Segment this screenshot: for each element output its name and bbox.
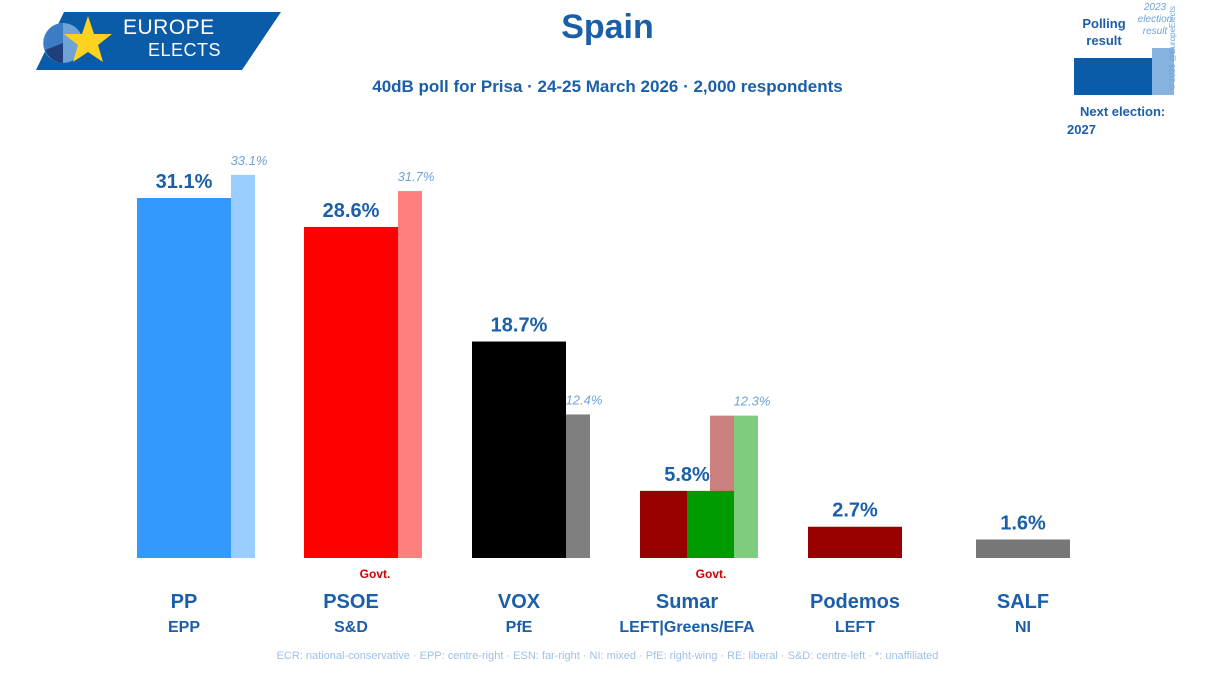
bar-previous-psoe: [398, 191, 422, 558]
group-label-salf: NI: [1015, 619, 1031, 636]
group-label-pp: EPP: [168, 619, 200, 636]
label-polling-pp: 31.1%: [156, 171, 213, 193]
chart-subtitle: 40dB poll for Prisa · 24-25 March 2026 ·…: [372, 77, 843, 96]
legend-previous-label: 2023 election result: [1137, 2, 1173, 37]
bar-polling-pp: [137, 198, 231, 558]
bar-polling-vox: [472, 341, 566, 558]
group-label-podemos: LEFT: [835, 619, 875, 636]
label-polling-vox: 18.7%: [491, 315, 548, 337]
legend-previous-swatch: [1152, 48, 1174, 95]
label-polling-psoe: 28.6%: [323, 200, 380, 222]
category-label-salf: SALF: [997, 591, 1049, 613]
bar-polling-sumar-a: [640, 490, 687, 558]
bar-previous-sumar-b: [734, 415, 758, 558]
chart-title: Spain: [561, 8, 654, 46]
govt-marker-sumar: Govt.: [696, 567, 727, 581]
bar-previous-vox: [566, 414, 590, 558]
logo-text-elects: ELECTS: [148, 40, 222, 60]
group-label-sumar: LEFT|Greens/EFA: [619, 619, 755, 636]
label-polling-podemos: 2.7%: [832, 500, 878, 522]
category-label-podemos: Podemos: [810, 591, 900, 613]
govt-marker-psoe: Govt.: [360, 567, 391, 581]
category-label-sumar: Sumar: [656, 591, 718, 613]
category-label-pp: PP: [171, 591, 198, 613]
next-election-label: Next election:: [1080, 104, 1166, 119]
label-polling-salf: 1.6%: [1000, 512, 1046, 534]
bar-polling-sumar-b: [687, 490, 734, 558]
label-previous-sumar: 12.3%: [734, 394, 771, 409]
bar-polling-psoe: [304, 226, 398, 558]
category-label-psoe: PSOE: [323, 591, 379, 613]
legend-polling-label: Polling result: [1082, 16, 1126, 48]
group-label-psoe: S&D: [334, 619, 368, 636]
next-election-year: 2027: [1067, 122, 1096, 137]
label-polling-sumar: 5.8%: [664, 464, 710, 486]
group-label-vox: PfE: [506, 619, 533, 636]
label-previous-vox: 12.4%: [566, 392, 603, 407]
legend-polling-swatch: [1074, 58, 1152, 95]
bar-previous-pp: [231, 174, 255, 558]
logo-text-europe: EUROPE: [123, 16, 215, 39]
europe-elects-logo: [36, 12, 281, 70]
bar-polling-salf: [976, 539, 1070, 558]
label-previous-psoe: 31.7%: [398, 169, 435, 184]
label-previous-pp: 33.1%: [231, 153, 268, 168]
bar-polling-podemos: [808, 526, 902, 558]
category-label-vox: VOX: [498, 591, 541, 613]
footer-group-legend: ECR: national-conservative · EPP: centre…: [276, 650, 939, 662]
